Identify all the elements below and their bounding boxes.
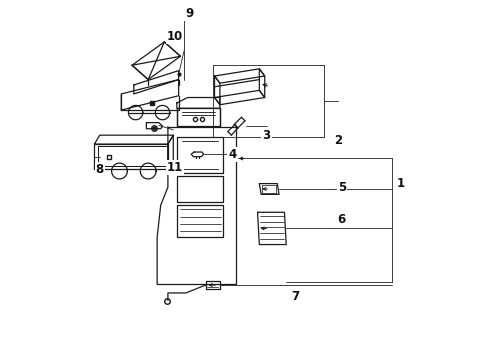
- Text: 4: 4: [228, 148, 237, 161]
- Text: 8: 8: [96, 163, 104, 176]
- Text: 5: 5: [338, 181, 346, 194]
- Text: 10: 10: [167, 30, 183, 43]
- Text: 7: 7: [291, 290, 299, 303]
- Text: 3: 3: [263, 129, 270, 142]
- Text: 11: 11: [167, 161, 183, 174]
- Text: 6: 6: [338, 213, 346, 226]
- Text: 9: 9: [185, 7, 194, 20]
- Text: 1: 1: [397, 177, 405, 190]
- Text: 2: 2: [334, 134, 343, 147]
